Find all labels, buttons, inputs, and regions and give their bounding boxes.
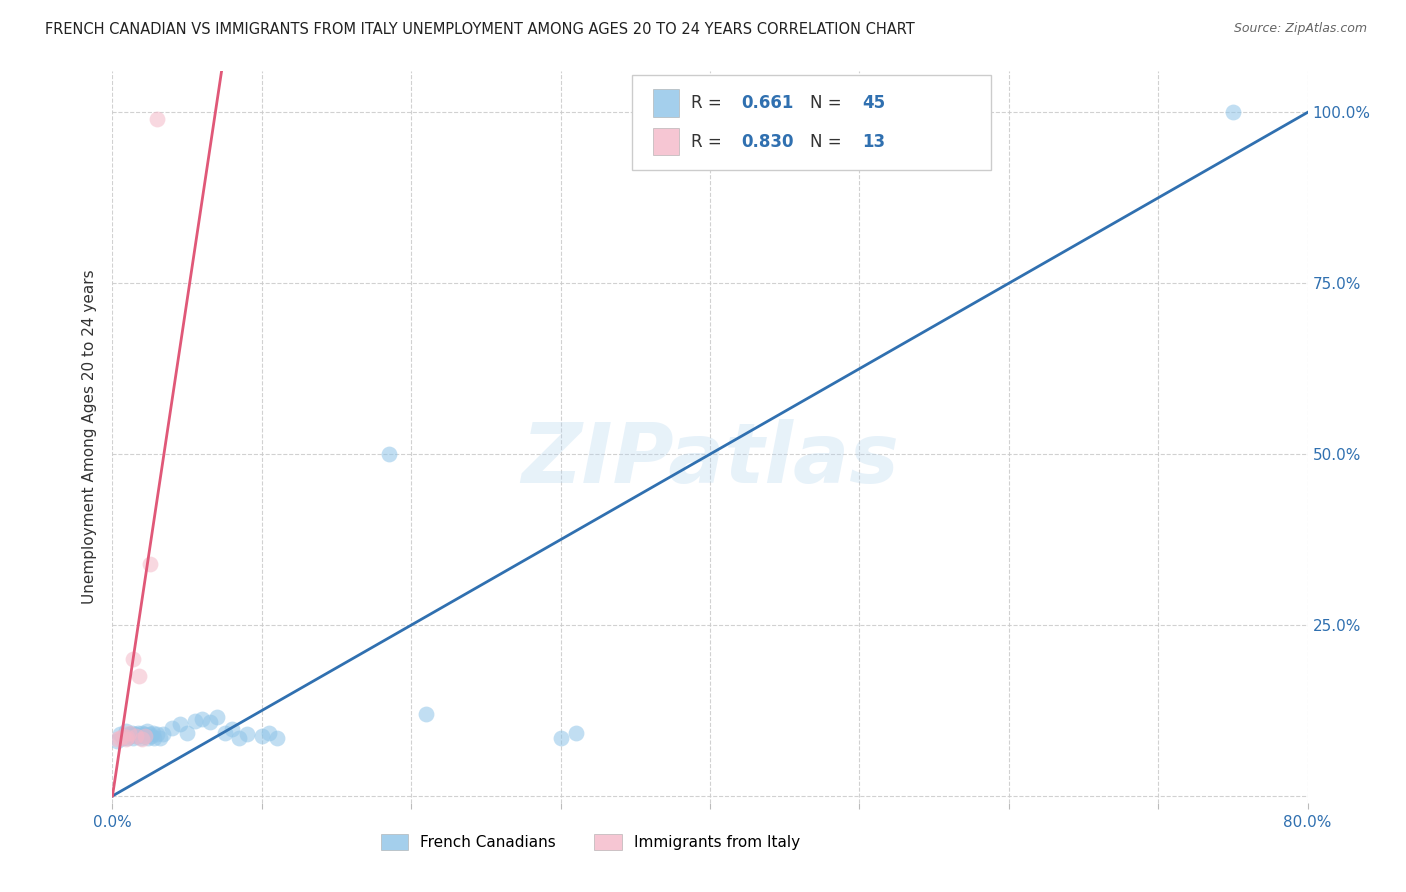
Point (131, 726, 153, 740)
Point (124, 727, 146, 741)
Point (149, 731, 172, 745)
Point (117, 730, 139, 744)
Point (118, 727, 141, 741)
Point (128, 729, 150, 743)
Point (108, 727, 131, 741)
Point (121, 726, 143, 740)
Point (135, 724, 157, 739)
Point (198, 715, 221, 730)
Point (259, 726, 281, 740)
Text: 13: 13 (862, 133, 884, 152)
Point (125, 729, 148, 743)
Point (138, 731, 160, 745)
Point (146, 727, 169, 741)
Point (415, 706, 437, 721)
Point (115, 724, 138, 739)
Point (183, 714, 205, 728)
Point (236, 727, 259, 741)
Point (143, 731, 166, 745)
FancyBboxPatch shape (633, 75, 991, 170)
Point (127, 726, 149, 740)
Point (125, 729, 148, 743)
Point (141, 729, 163, 743)
Y-axis label: Unemployment Among Ages 20 to 24 years: Unemployment Among Ages 20 to 24 years (82, 269, 97, 605)
Point (122, 731, 145, 745)
Point (142, 726, 165, 740)
Text: R =: R = (690, 133, 727, 152)
Point (134, 729, 156, 743)
Point (228, 731, 250, 745)
Point (117, 731, 139, 745)
Point (115, 732, 138, 747)
Point (205, 710, 228, 724)
Point (134, 729, 156, 743)
Point (139, 727, 162, 741)
Point (105, 734, 128, 748)
Text: R =: R = (690, 94, 727, 112)
Text: FRENCH CANADIAN VS IMMIGRANTS FROM ITALY UNEMPLOYMENT AMONG AGES 20 TO 24 YEARS : FRENCH CANADIAN VS IMMIGRANTS FROM ITALY… (45, 22, 915, 37)
Bar (652, 89, 679, 117)
Point (152, 727, 174, 741)
Point (564, 726, 586, 740)
Point (266, 731, 288, 745)
Text: 0.661: 0.661 (741, 94, 793, 112)
Point (162, 721, 183, 735)
Point (132, 727, 155, 741)
Point (550, 731, 572, 745)
Point (1222, 105, 1244, 120)
Point (108, 731, 131, 745)
Legend: French Canadians, Immigrants from Italy: French Canadians, Immigrants from Italy (381, 834, 800, 850)
Text: N =: N = (810, 133, 848, 152)
Text: N =: N = (810, 94, 848, 112)
Point (118, 726, 141, 740)
Point (176, 726, 198, 740)
Point (221, 722, 243, 736)
Text: ZIPatlas: ZIPatlas (522, 418, 898, 500)
Text: 0.830: 0.830 (741, 133, 793, 152)
Bar (652, 128, 679, 155)
Point (111, 729, 134, 743)
Point (111, 731, 134, 745)
Point (169, 717, 191, 731)
Point (129, 731, 152, 745)
Text: 45: 45 (862, 94, 884, 112)
Text: Source: ZipAtlas.com: Source: ZipAtlas.com (1233, 22, 1367, 36)
Point (191, 713, 214, 727)
Point (146, 112, 169, 127)
Point (105, 732, 128, 747)
Point (139, 557, 162, 571)
Point (122, 652, 145, 666)
Point (120, 729, 142, 743)
Point (131, 732, 153, 747)
Point (214, 726, 236, 740)
Point (250, 729, 273, 743)
Point (128, 669, 150, 683)
Point (378, 447, 401, 461)
